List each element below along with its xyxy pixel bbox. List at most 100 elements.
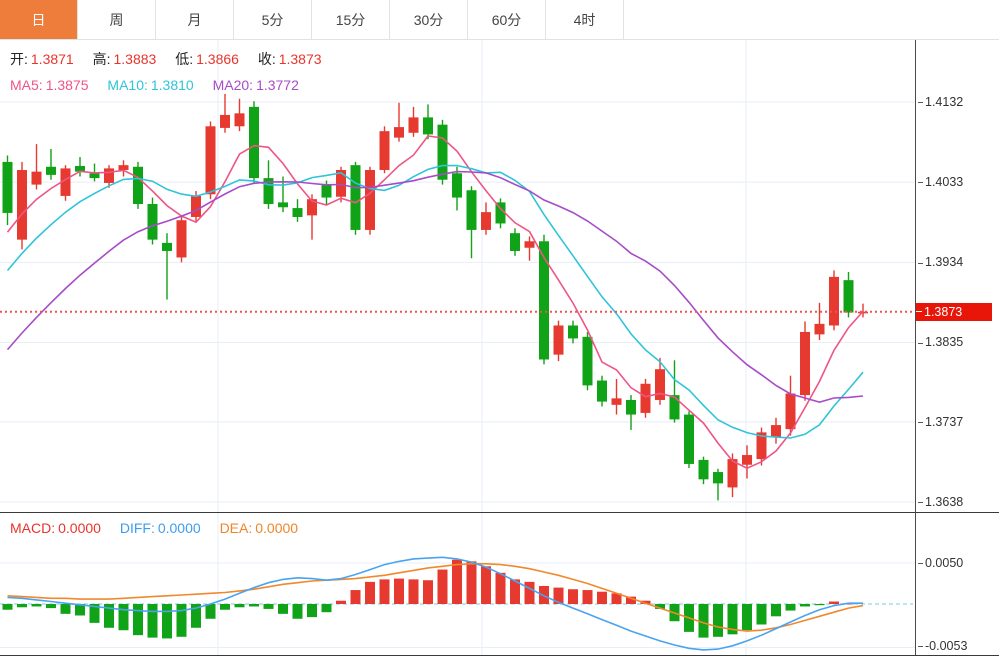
ohlc-legend: 开: 1.3871 高: 1.3883 低: 1.3866 收: 1.3873	[10, 49, 337, 69]
macd-bar	[655, 604, 665, 609]
macd-value: 0.0000	[58, 520, 101, 536]
candle-body	[133, 166, 143, 205]
candle-body	[17, 170, 27, 240]
macd-bar	[249, 604, 259, 607]
candle-body	[162, 242, 172, 251]
macd-bar	[104, 604, 114, 628]
candle-body	[582, 336, 593, 386]
low-value: 1.3866	[196, 51, 239, 67]
candle-body	[220, 114, 230, 128]
high-value: 1.3883	[113, 51, 157, 67]
price-axis-label: 1.4033	[918, 175, 963, 189]
macd-bar	[234, 604, 245, 608]
macd-bar	[379, 579, 390, 604]
candle-body	[698, 459, 709, 480]
candle-body	[640, 383, 651, 413]
candle-body	[263, 178, 274, 205]
period-toolbar: 日 周 月 5分 15分 30分 60分 4时	[0, 0, 999, 40]
tab-30min[interactable]: 30分	[390, 0, 468, 39]
candle-body	[466, 190, 477, 230]
macd-bar	[75, 604, 85, 616]
macd-bar	[191, 604, 201, 628]
open-label: 开:	[10, 51, 28, 67]
macd-bar	[365, 581, 375, 604]
macd-bar	[147, 604, 158, 638]
macd-bar	[176, 604, 187, 637]
macd-bar	[60, 604, 71, 614]
candle-body	[800, 331, 810, 396]
macd-bar	[292, 604, 303, 619]
macd-bar	[205, 604, 216, 619]
candle-body	[495, 202, 506, 224]
tab-60min[interactable]: 60分	[468, 0, 546, 39]
macd-bar	[481, 566, 491, 604]
ma5-value: 1.3875	[45, 77, 89, 93]
ma5-label: MA5:	[10, 77, 43, 93]
macd-bar	[568, 589, 578, 604]
tab-week[interactable]: 周	[78, 0, 156, 39]
candle-body	[321, 184, 332, 198]
macd-bar	[742, 604, 752, 631]
candle-body	[452, 173, 462, 198]
candle-body	[118, 165, 129, 171]
macd-bar	[582, 590, 593, 604]
macd-legend: MACD: 0.0000 DIFF: 0.0000 DEA: 0.0000	[10, 520, 313, 536]
candle-body	[684, 414, 694, 464]
tab-15min[interactable]: 15分	[312, 0, 390, 39]
candle-body	[379, 131, 390, 171]
current-price-tag: 1.3873	[916, 302, 992, 321]
candle-body	[727, 459, 738, 488]
candle-body	[2, 161, 13, 213]
macd-chart[interactable]	[0, 512, 915, 655]
macd-bar	[466, 561, 477, 604]
ma20-label: MA20:	[212, 77, 254, 93]
candlestick-chart[interactable]	[0, 40, 915, 512]
macd-bar	[510, 579, 520, 604]
candle-body	[408, 117, 419, 133]
candle-body	[756, 432, 767, 460]
macd-label: MACD:	[10, 520, 56, 536]
candle-body	[481, 212, 491, 230]
dea-label: DEA:	[219, 520, 253, 536]
candle-body	[829, 276, 839, 326]
macd-bar	[46, 604, 56, 609]
macd-bar	[89, 604, 100, 623]
macd-bar	[597, 591, 607, 604]
ma10-line	[6, 164, 864, 439]
candle-body	[46, 166, 56, 175]
candle-body	[524, 241, 535, 248]
price-axis-label: 1.3638	[918, 495, 963, 509]
candle-body	[785, 393, 796, 430]
macd-bar	[756, 604, 767, 625]
tab-month[interactable]: 月	[156, 0, 234, 39]
candle-body	[553, 325, 564, 355]
macd-bar	[437, 569, 448, 604]
macd-bar	[321, 604, 332, 613]
dea-line	[7, 562, 864, 632]
macd-bar	[698, 604, 709, 638]
diff-value: 0.0000	[157, 520, 201, 536]
price-tag-value: 1.3873	[924, 304, 963, 319]
tab-5min[interactable]: 5分	[234, 0, 312, 39]
price-tag-tick	[916, 311, 922, 313]
dea-value: 0.0000	[255, 520, 299, 536]
tab-day[interactable]: 日	[0, 0, 78, 39]
candle-body	[611, 398, 622, 405]
candle-body	[437, 124, 448, 180]
macd-bar	[713, 604, 723, 637]
macd-bar	[626, 596, 636, 604]
low-label: 低:	[175, 51, 194, 67]
candle-body	[365, 170, 375, 230]
macd-bar	[17, 604, 27, 608]
candle-body	[394, 127, 404, 138]
open-value: 1.3871	[30, 51, 74, 67]
macd-bar	[829, 601, 839, 604]
tab-4hour[interactable]: 4时	[546, 0, 624, 39]
candle-body	[31, 171, 42, 185]
diff-line	[7, 556, 863, 651]
macd-axis-label: -0.0053	[918, 639, 967, 653]
candle-body	[60, 168, 71, 196]
price-axis-label: 1.3835	[918, 335, 963, 349]
price-axis-label: 1.3737	[918, 415, 963, 429]
candle-body	[307, 199, 317, 216]
